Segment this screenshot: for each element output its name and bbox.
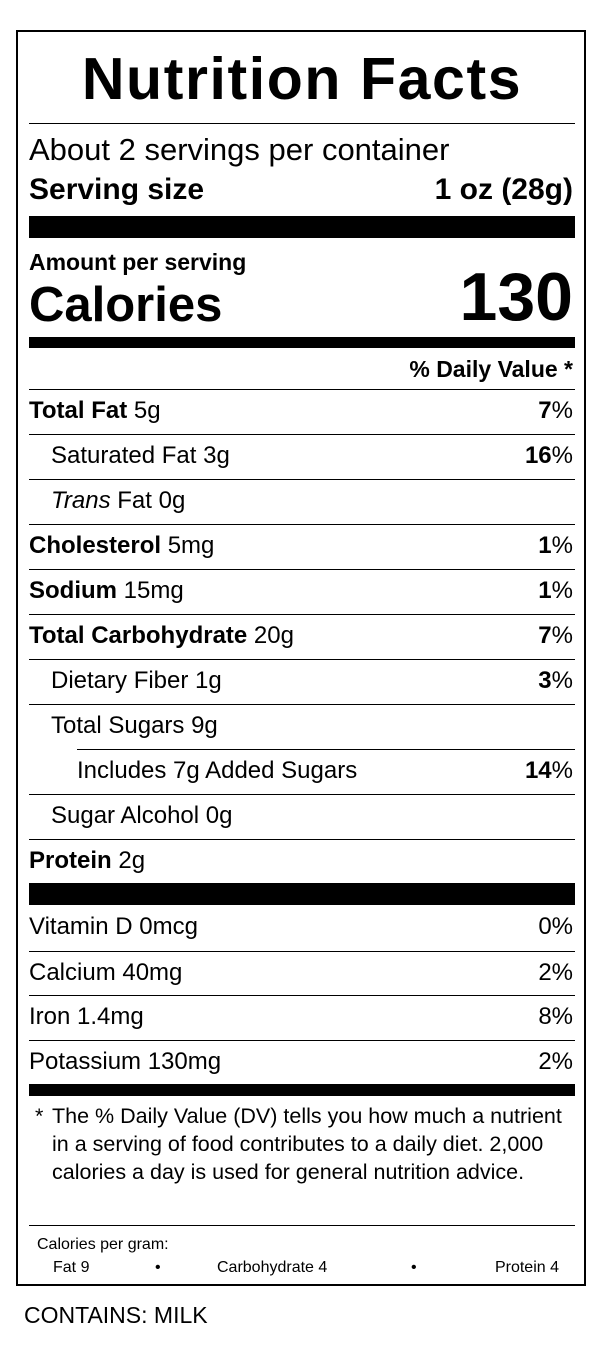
- carbohydrate-per-gram: Carbohydrate 4: [217, 1259, 328, 1276]
- vitamin-dv: 8%: [538, 1003, 573, 1030]
- nutrient-amount: 9g: [191, 712, 218, 739]
- vitamin-label: Vitamin D 0mcg: [29, 913, 198, 940]
- vitamin-row-calcium: Calcium 40mg 2%: [29, 951, 575, 996]
- nutrient-name: Sodium: [29, 577, 117, 604]
- nutrient-row-protein: Protein 2g: [29, 839, 575, 884]
- label-title: Nutrition Facts: [81, 46, 523, 112]
- nutrient-amount: 0g: [205, 802, 233, 829]
- footnote-text: The % Daily Value (DV) tells you how muc…: [52, 1104, 562, 1184]
- nutrient-row-cholesterol: Cholesterol 5mg 1%: [29, 524, 575, 569]
- serving-size-value: 1 oz (28g): [434, 173, 573, 206]
- servings-per-container: About 2 servings per container: [29, 132, 450, 167]
- vitamin-dv: 2%: [538, 1048, 573, 1075]
- nutrient-dv: 1: [538, 577, 552, 604]
- vitamin-row-iron: Iron 1.4mg 8%: [29, 995, 575, 1040]
- nutrient-name: Total Carbohydrate: [29, 622, 248, 649]
- fat-per-gram: Fat 9: [53, 1259, 90, 1276]
- nutrient-row-total-carbohydrate: Total Carbohydrate 20g 7%: [29, 614, 575, 659]
- nutrient-amount: 2g: [118, 847, 146, 874]
- nutrient-row-trans-fat: Trans Fat 0g: [29, 479, 575, 524]
- nutrient-dv: 7: [538, 622, 552, 649]
- vitamin-dv: 2%: [538, 959, 573, 986]
- nutrient-row-saturated-fat: Saturated Fat 3g 16%: [29, 434, 575, 479]
- title-divider: [29, 123, 575, 124]
- nutrient-name: Fat: [117, 487, 152, 514]
- serving-size-label: Serving size: [29, 173, 205, 206]
- nutrient-row-dietary-fiber: Dietary Fiber 1g 3%: [29, 659, 575, 704]
- thick-divider-vitamins: [29, 883, 575, 905]
- vitamin-label: Iron 1.4mg: [29, 1003, 144, 1030]
- nutrient-row-sodium: Sodium 15mg 1%: [29, 569, 575, 614]
- nutrient-name: Dietary Fiber: [51, 667, 189, 694]
- nutrient-name: Cholesterol: [29, 532, 162, 559]
- nutrient-name: Saturated Fat: [51, 442, 197, 469]
- calories-per-gram-label: Calories per gram:: [37, 1236, 169, 1253]
- nutrient-dv: 14: [524, 757, 552, 784]
- nutrient-amount: 15mg: [123, 577, 184, 604]
- nutrient-dv: 16: [524, 442, 552, 469]
- nutrient-amount: 5mg: [167, 532, 215, 559]
- nutrient-name: Sugar Alcohol: [51, 802, 200, 829]
- protein-per-gram: Protein 4: [494, 1259, 559, 1276]
- footnote-divider: [29, 1084, 575, 1096]
- vitamin-dv: 0%: [538, 913, 573, 940]
- bullet-separator: •: [155, 1259, 161, 1276]
- calories-value: 130: [459, 259, 573, 335]
- nutrient-row-total-sugars: Total Sugars 9g: [29, 704, 575, 749]
- nutrient-row-total-fat: Total Fat 5g 7%: [29, 389, 575, 434]
- nutrition-facts-label: Nutrition Facts About 2 servings per con…: [16, 30, 586, 1286]
- nutrient-amount: 0g: [158, 487, 186, 514]
- bullet-separator: •: [411, 1259, 417, 1276]
- vitamin-label: Potassium 130mg: [29, 1048, 222, 1075]
- nutrient-name: Total Fat: [29, 397, 128, 424]
- nutrient-name: Protein: [29, 847, 112, 874]
- calories-per-gram-divider: [29, 1225, 575, 1226]
- nutrient-amount: 1g: [195, 667, 222, 694]
- amount-per-serving: Amount per serving: [29, 249, 247, 275]
- label-content: Nutrition Facts About 2 servings per con…: [29, 32, 575, 1284]
- vitamin-row-potassium: Potassium 130mg 2%: [29, 1040, 575, 1085]
- thick-divider-top: [29, 216, 575, 238]
- nutrient-row-added-sugars: Includes 7g Added Sugars 14%: [77, 749, 575, 794]
- daily-value-header: % Daily Value *: [409, 356, 573, 382]
- nutrient-dv: 3: [538, 667, 552, 694]
- vitamin-row-vitamin-d: Vitamin D 0mcg 0%: [29, 906, 575, 951]
- nutrient-amount: 3g: [203, 442, 230, 469]
- nutrient-name: Total Sugars: [51, 712, 185, 739]
- calories-label: Calories: [29, 278, 223, 332]
- nutrient-name: Includes 7g Added Sugars: [77, 757, 358, 784]
- nutrient-name-italic: Trans: [51, 487, 111, 514]
- footnote-asterisk: *: [35, 1104, 44, 1128]
- calories-divider: [29, 337, 575, 348]
- vitamin-label: Calcium 40mg: [29, 959, 183, 986]
- nutrient-dv: 1: [538, 532, 552, 559]
- daily-value-footnote: * The % Daily Value (DV) tells you how m…: [29, 1102, 565, 1186]
- calories-per-gram-values: Fat 9 • Carbohydrate 4 • Protein 4: [29, 1257, 575, 1279]
- allergen-statement: CONTAINS: MILK: [24, 1302, 208, 1328]
- nutrient-row-sugar-alcohol: Sugar Alcohol 0g: [29, 794, 575, 839]
- nutrient-dv: 7: [538, 397, 552, 424]
- nutrient-amount: 20g: [253, 622, 294, 649]
- nutrient-amount: 5g: [133, 397, 161, 424]
